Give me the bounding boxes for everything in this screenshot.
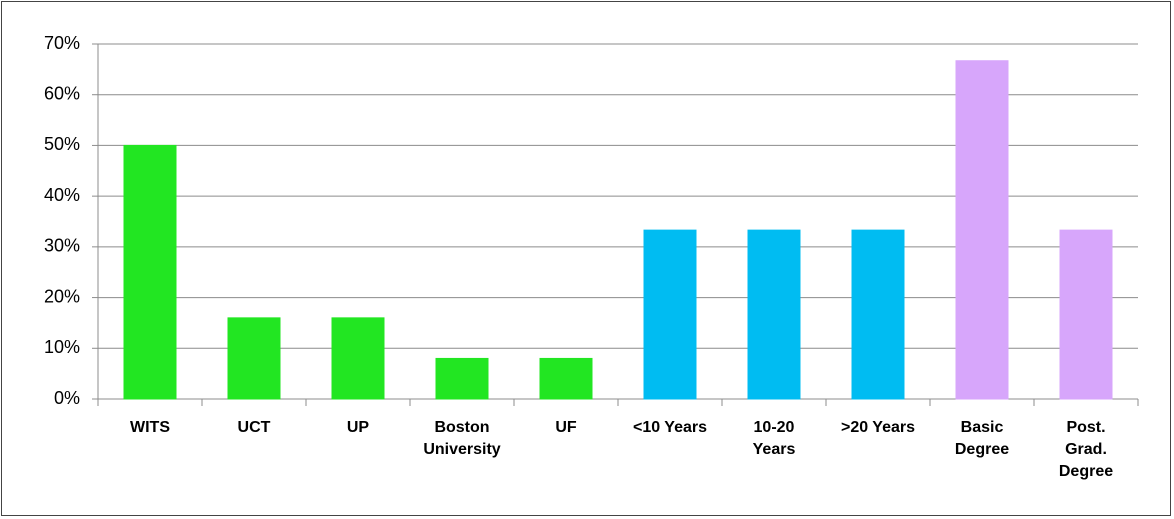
bar [747, 229, 801, 400]
bar [539, 357, 593, 400]
x-tick-label: >20 Years [840, 419, 915, 436]
bar [227, 317, 281, 400]
y-tick-label: 50% [44, 134, 80, 154]
y-tick-label: 0% [54, 388, 80, 408]
bar [331, 317, 385, 400]
y-tick-label: 60% [44, 83, 80, 103]
y-tick-label: 40% [44, 185, 80, 205]
bar [123, 144, 177, 400]
bar [851, 229, 905, 400]
bar [643, 229, 697, 400]
x-tick-label: WITS [130, 419, 170, 436]
y-tick-label: 70% [44, 33, 80, 53]
bar [1059, 229, 1113, 400]
x-tick-label: <10 Years [632, 419, 707, 436]
x-tick-label: Post. Grad. Degree [1058, 419, 1114, 480]
x-tick-label: UP [346, 419, 370, 436]
x-tick-label: 10-20 Years [752, 419, 796, 458]
y-tick-label: 20% [44, 286, 80, 306]
x-tick-label: Basic Degree [954, 419, 1010, 458]
bar [435, 357, 489, 400]
x-tick-label: UCT [237, 419, 271, 436]
y-tick-label: 10% [44, 337, 80, 357]
x-tick-label: Boston University [423, 419, 501, 458]
y-tick-label: 30% [44, 236, 80, 256]
x-tick-label: UF [555, 419, 577, 436]
bar [955, 60, 1009, 400]
